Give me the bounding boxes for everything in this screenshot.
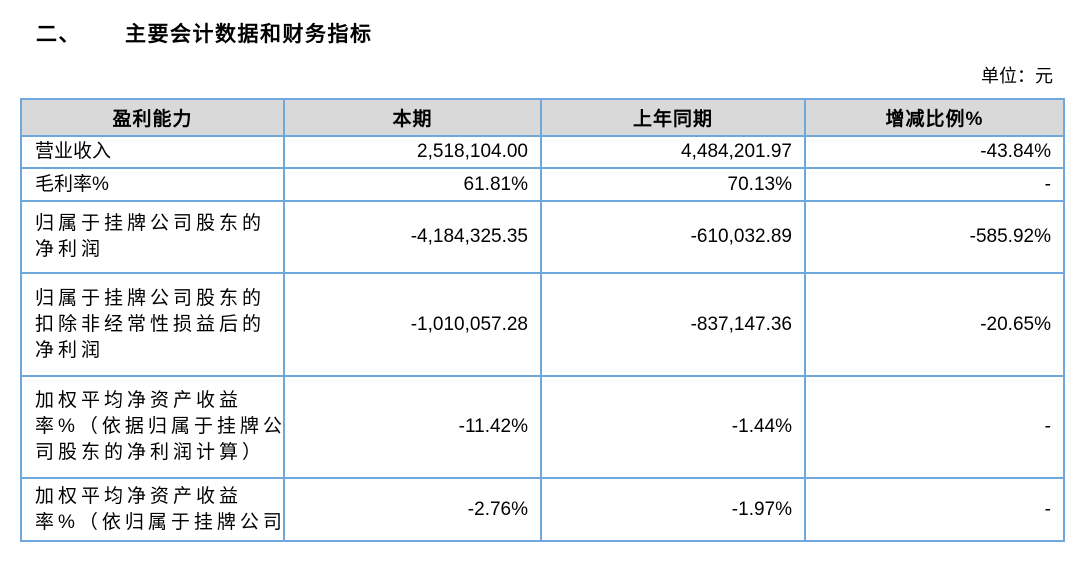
header-metric: 盈利能力: [20, 98, 285, 137]
cell-current: 2,518,104.00: [283, 135, 542, 169]
section-number: 二、: [36, 23, 81, 46]
cell-current: -11.42%: [283, 375, 542, 479]
financial-indicators-table: 盈利能力 本期 上年同期 增减比例% 营业收入 2,518,104.00 4,4…: [20, 98, 1065, 542]
row-label: 归属于挂牌公司股东的 净利润: [20, 200, 285, 274]
table-row: 营业收入 2,518,104.00 4,484,201.97 -43.84%: [20, 135, 1065, 169]
table-row: 加权平均净资产收益 率%（依据归属于挂牌公 司股东的净利润计算） -11.42%…: [20, 375, 1065, 479]
unit-note: 单位：元: [981, 66, 1053, 86]
row-label: 加权平均净资产收益 率%（依归属于挂牌公司: [20, 477, 285, 542]
cell-prior: -1.44%: [540, 375, 806, 479]
cell-change: -43.84%: [804, 135, 1065, 169]
row-label: 毛利率%: [20, 167, 285, 202]
cell-change: -20.65%: [804, 272, 1065, 377]
header-prior-period: 上年同期: [540, 98, 806, 137]
cell-prior: -610,032.89: [540, 200, 806, 274]
cell-current: -4,184,325.35: [283, 200, 542, 274]
cell-change: -: [804, 477, 1065, 542]
row-label: 归属于挂牌公司股东的 扣除非经常性损益后的 净利润: [20, 272, 285, 377]
table-row: 加权平均净资产收益 率%（依归属于挂牌公司 -2.76% -1.97% -: [20, 477, 1065, 542]
cell-current: -1,010,057.28: [283, 272, 542, 377]
table-header-row: 盈利能力 本期 上年同期 增减比例%: [20, 98, 1065, 137]
row-label: 营业收入: [20, 135, 285, 169]
cell-change: -: [804, 375, 1065, 479]
table-row: 归属于挂牌公司股东的 净利润 -4,184,325.35 -610,032.89…: [20, 200, 1065, 274]
cell-prior: 4,484,201.97: [540, 135, 806, 169]
cell-prior: -837,147.36: [540, 272, 806, 377]
header-change-ratio: 增减比例%: [804, 98, 1065, 137]
cell-change: -: [804, 167, 1065, 202]
cell-prior: -1.97%: [540, 477, 806, 542]
document-page: 二、 主要会计数据和财务指标 单位：元 盈利能力 本期 上年同期 增减比例% 营业…: [20, 20, 1065, 542]
section-title: 二、 主要会计数据和财务指标: [36, 20, 1063, 50]
header-current-period: 本期: [283, 98, 542, 137]
cell-current: 61.81%: [283, 167, 542, 202]
cell-current: -2.76%: [283, 477, 542, 542]
cell-prior: 70.13%: [540, 167, 806, 202]
row-label: 加权平均净资产收益 率%（依据归属于挂牌公 司股东的净利润计算）: [20, 375, 285, 479]
table-row: 毛利率% 61.81% 70.13% -: [20, 167, 1065, 202]
cell-change: -585.92%: [804, 200, 1065, 274]
section-heading: 主要会计数据和财务指标: [125, 23, 373, 46]
table-row: 归属于挂牌公司股东的 扣除非经常性损益后的 净利润 -1,010,057.28 …: [20, 272, 1065, 377]
